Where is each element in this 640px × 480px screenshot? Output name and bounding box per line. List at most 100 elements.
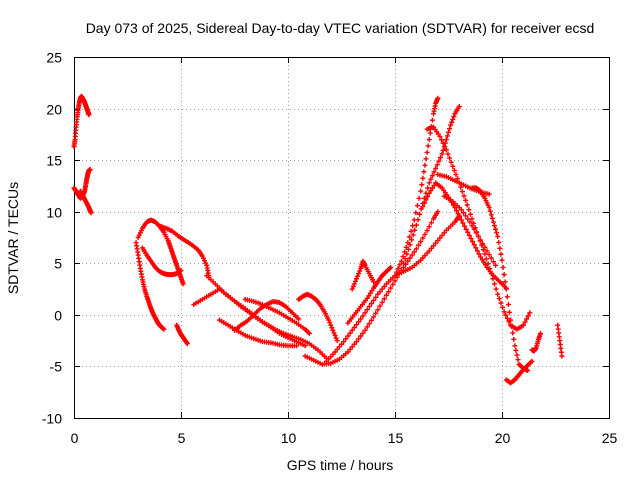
data-point xyxy=(431,182,437,188)
data-point xyxy=(467,219,473,225)
data-point xyxy=(296,316,302,322)
data-point xyxy=(525,313,531,319)
data-point xyxy=(429,185,435,191)
data-point xyxy=(388,264,394,270)
data-point xyxy=(364,307,370,313)
data-point xyxy=(453,172,459,178)
data-point xyxy=(488,212,494,218)
data-point xyxy=(497,245,503,251)
data-point xyxy=(468,236,474,242)
data-point xyxy=(345,349,351,355)
data-point xyxy=(343,336,349,342)
data-point xyxy=(509,323,515,329)
data-point xyxy=(476,251,482,257)
data-point xyxy=(502,279,508,285)
data-point xyxy=(449,119,455,125)
data-point xyxy=(483,256,489,262)
data-point xyxy=(448,122,454,128)
x-tick-label: 20 xyxy=(495,430,511,446)
series-track-3 xyxy=(77,188,94,216)
data-point xyxy=(407,255,413,261)
data-point xyxy=(412,227,418,233)
data-point xyxy=(456,104,462,110)
data-point xyxy=(364,295,370,301)
data-point xyxy=(420,175,426,181)
data-point xyxy=(490,259,496,265)
data-point xyxy=(470,239,476,245)
data-point xyxy=(332,332,338,338)
data-point xyxy=(463,197,469,203)
data-point xyxy=(520,322,526,328)
data-point xyxy=(460,210,466,216)
data-point xyxy=(439,151,445,157)
data-point xyxy=(444,133,450,139)
data-point xyxy=(406,234,412,240)
data-point xyxy=(428,188,434,194)
data-point xyxy=(356,319,362,325)
data-point xyxy=(439,137,445,143)
data-point xyxy=(431,243,437,249)
series-track-8 xyxy=(174,322,190,347)
data-point xyxy=(500,304,506,310)
data-point xyxy=(350,283,356,289)
series-track-2 xyxy=(71,166,93,201)
data-point xyxy=(377,303,383,309)
data-point xyxy=(352,278,358,284)
data-point xyxy=(371,314,377,320)
data-point xyxy=(388,285,394,291)
data-point xyxy=(499,257,505,263)
data-point xyxy=(439,232,445,238)
data-point xyxy=(436,158,442,164)
data-point xyxy=(478,254,484,260)
series-track-18 xyxy=(349,258,377,292)
data-point xyxy=(373,310,379,316)
data-point xyxy=(503,312,509,318)
data-point xyxy=(493,286,499,292)
data-point xyxy=(484,248,490,254)
data-point xyxy=(336,344,342,350)
data-point xyxy=(421,200,427,206)
data-point xyxy=(435,209,441,215)
data-point xyxy=(433,240,439,246)
y-tick-label: -5 xyxy=(50,359,63,375)
data-point xyxy=(457,214,463,220)
data-point xyxy=(431,169,437,175)
data-point xyxy=(405,246,411,252)
data-point xyxy=(417,211,423,217)
data-point xyxy=(490,219,496,225)
data-point xyxy=(529,358,535,364)
x-tick-label: 5 xyxy=(178,430,186,446)
data-point xyxy=(478,237,484,243)
data-point xyxy=(360,330,366,336)
data-point xyxy=(407,242,413,248)
data-point xyxy=(386,289,392,295)
y-tick-label: 20 xyxy=(46,102,62,118)
data-point xyxy=(495,233,501,239)
data-point xyxy=(504,294,510,300)
data-point xyxy=(426,248,432,254)
data-point xyxy=(428,176,434,182)
data-point xyxy=(379,299,385,305)
data-point xyxy=(86,112,92,118)
data-point xyxy=(413,246,419,252)
data-point xyxy=(538,330,544,336)
data-point xyxy=(425,185,431,191)
data-point xyxy=(413,210,419,216)
data-point xyxy=(474,248,480,254)
data-point xyxy=(381,283,387,289)
x-tick-label: 15 xyxy=(388,430,404,446)
data-point xyxy=(486,191,492,197)
data-point xyxy=(480,241,486,247)
data-point xyxy=(422,162,428,168)
data-point xyxy=(443,137,449,143)
data-point xyxy=(433,165,439,171)
data-point xyxy=(355,273,361,279)
data-point xyxy=(397,262,403,268)
data-point xyxy=(493,226,499,232)
data-point xyxy=(426,190,432,196)
data-point xyxy=(465,229,471,235)
data-point xyxy=(405,258,411,264)
data-point xyxy=(362,310,368,316)
data-point xyxy=(425,143,431,149)
x-tick-label: 0 xyxy=(71,430,79,446)
